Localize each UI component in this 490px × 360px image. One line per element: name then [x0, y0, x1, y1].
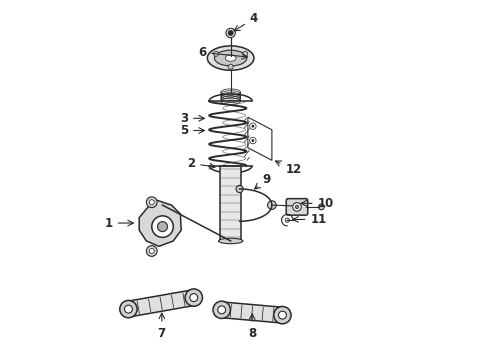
Circle shape	[251, 139, 254, 142]
Circle shape	[268, 201, 276, 210]
Text: 8: 8	[248, 314, 256, 339]
Circle shape	[157, 222, 168, 231]
Circle shape	[228, 64, 233, 69]
Circle shape	[147, 197, 157, 208]
Ellipse shape	[219, 238, 243, 244]
Text: 9: 9	[255, 173, 270, 189]
Circle shape	[293, 203, 301, 211]
Text: 6: 6	[198, 46, 247, 59]
Polygon shape	[139, 200, 181, 246]
Circle shape	[149, 248, 154, 253]
Text: 7: 7	[158, 313, 166, 339]
Text: 4: 4	[234, 12, 258, 31]
Circle shape	[274, 306, 291, 324]
Circle shape	[226, 28, 235, 38]
Polygon shape	[221, 302, 283, 323]
Circle shape	[149, 200, 154, 205]
Text: 10: 10	[301, 197, 334, 210]
Text: 11: 11	[293, 213, 327, 226]
FancyBboxPatch shape	[286, 199, 308, 215]
Circle shape	[236, 185, 243, 193]
Circle shape	[218, 306, 225, 314]
Text: 5: 5	[180, 124, 204, 137]
Circle shape	[190, 294, 198, 302]
Circle shape	[318, 204, 324, 210]
Circle shape	[295, 205, 299, 209]
Polygon shape	[220, 166, 242, 241]
Text: 3: 3	[180, 112, 204, 125]
Circle shape	[251, 125, 254, 128]
Ellipse shape	[215, 50, 247, 66]
Circle shape	[243, 51, 248, 56]
Text: 2: 2	[187, 157, 215, 170]
Circle shape	[147, 246, 157, 256]
Circle shape	[214, 51, 219, 56]
Circle shape	[278, 311, 286, 319]
Circle shape	[285, 218, 290, 222]
Ellipse shape	[225, 55, 236, 61]
Circle shape	[185, 289, 202, 306]
Text: 1: 1	[105, 216, 133, 230]
Polygon shape	[127, 290, 195, 317]
Circle shape	[120, 301, 137, 318]
Text: 12: 12	[275, 161, 301, 176]
Circle shape	[213, 301, 230, 319]
Circle shape	[228, 31, 233, 36]
Ellipse shape	[207, 46, 254, 70]
Circle shape	[152, 216, 173, 237]
Circle shape	[124, 305, 132, 313]
